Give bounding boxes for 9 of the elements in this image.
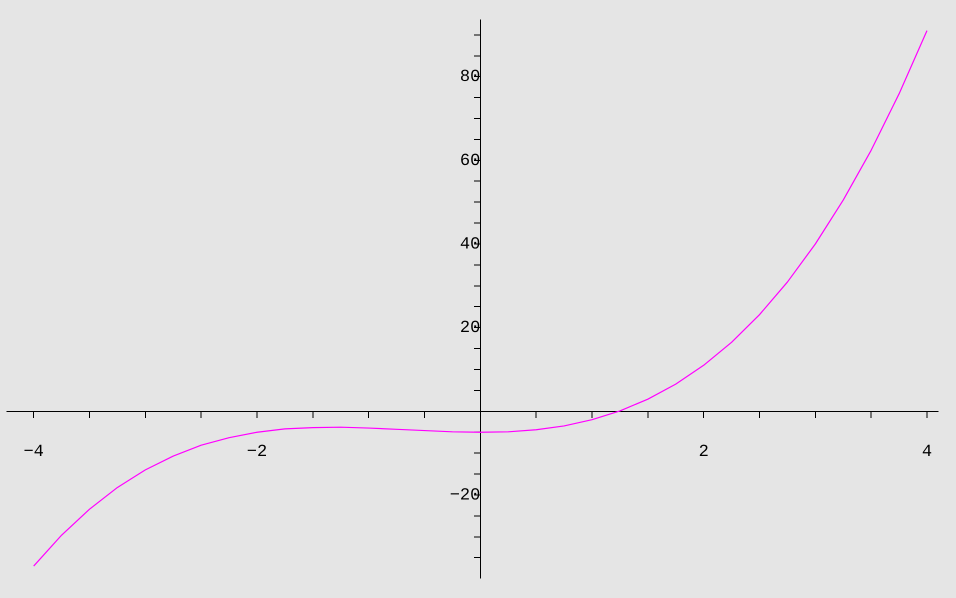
x-tick-label: −2	[246, 443, 268, 462]
x-tick-label: −4	[23, 443, 44, 462]
y-tick-label: 80	[460, 68, 480, 88]
y-tick-label: 40	[460, 235, 480, 254]
y-tick-label: 20	[460, 319, 480, 338]
y-tick-label: 60	[460, 152, 480, 171]
x-tick-label: 2	[698, 443, 709, 462]
x-tick-label: 4	[922, 443, 932, 462]
y-tick-label: −20	[450, 486, 480, 506]
